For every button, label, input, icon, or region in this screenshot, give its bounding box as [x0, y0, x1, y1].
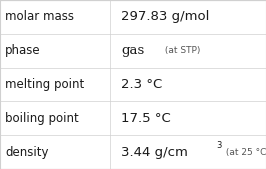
- Text: 17.5 °C: 17.5 °C: [121, 112, 171, 125]
- Text: phase: phase: [5, 44, 41, 57]
- Text: 2.3 °C: 2.3 °C: [121, 78, 162, 91]
- Text: boiling point: boiling point: [5, 112, 79, 125]
- Text: 3: 3: [217, 141, 222, 150]
- Text: (at 25 °C): (at 25 °C): [223, 148, 266, 157]
- Text: 3.44 g/cm: 3.44 g/cm: [121, 146, 188, 159]
- Text: density: density: [5, 146, 49, 159]
- Text: molar mass: molar mass: [5, 10, 74, 23]
- Text: 297.83 g/mol: 297.83 g/mol: [121, 10, 209, 23]
- Text: (at STP): (at STP): [162, 46, 201, 55]
- Text: melting point: melting point: [5, 78, 85, 91]
- Text: gas: gas: [121, 44, 144, 57]
